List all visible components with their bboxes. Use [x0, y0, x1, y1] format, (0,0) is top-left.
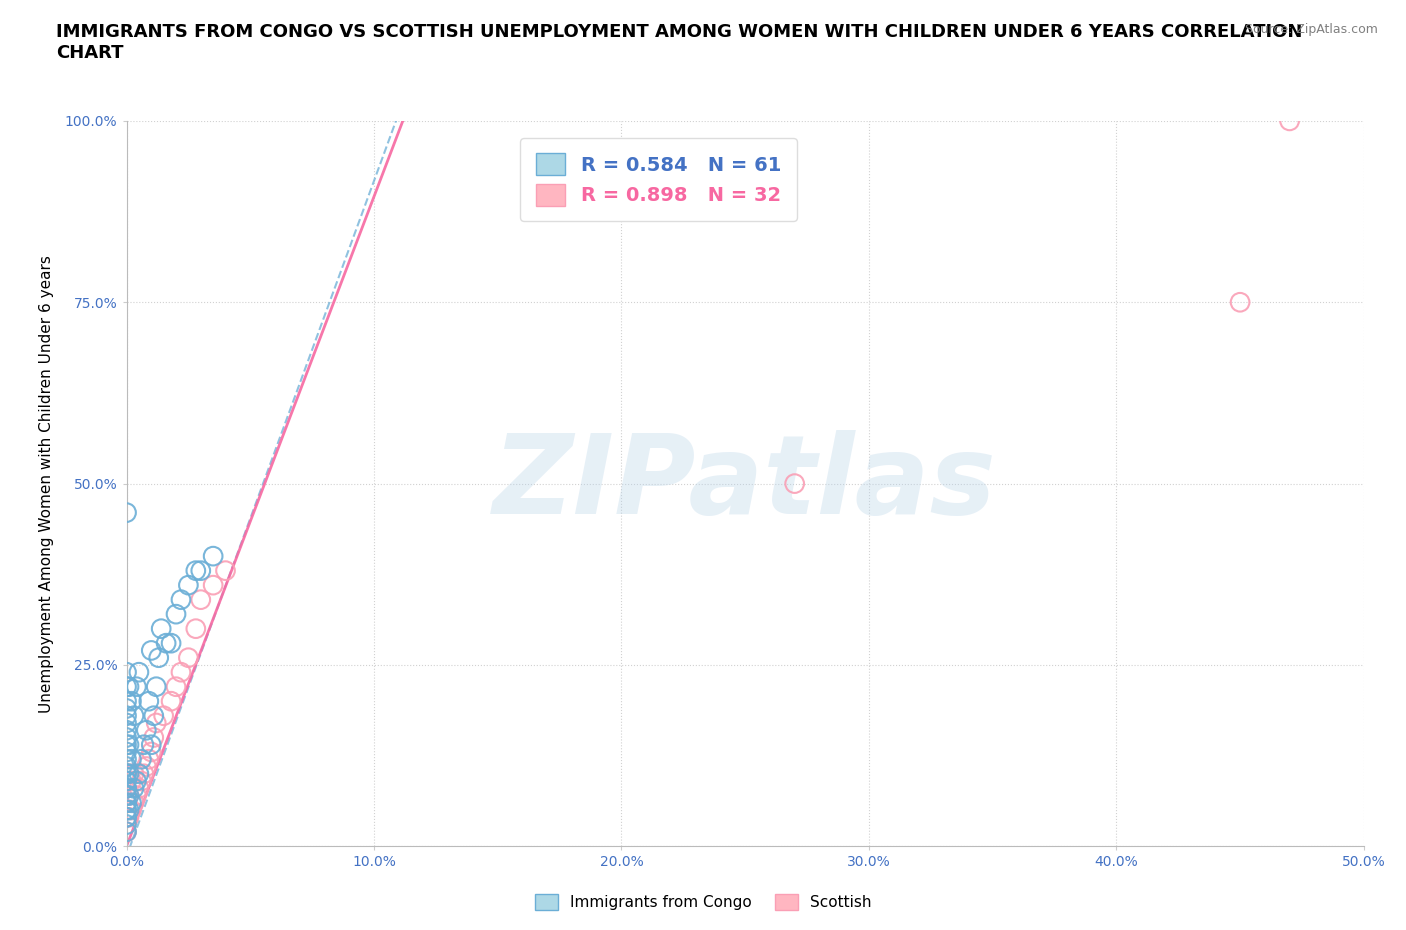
Point: [115, 810, 138, 825]
Point: [152, 709, 174, 724]
Point: [184, 621, 207, 636]
Point: [115, 709, 138, 724]
Point: [115, 817, 138, 832]
Point: [783, 476, 806, 491]
Legend: Immigrants from Congo, Scottish: Immigrants from Congo, Scottish: [527, 886, 879, 918]
Point: [145, 715, 167, 730]
Point: [115, 788, 138, 803]
Point: [118, 810, 141, 825]
Point: [214, 564, 236, 578]
Point: [170, 592, 193, 607]
Point: [115, 795, 138, 810]
Point: [135, 723, 157, 737]
Point: [115, 745, 138, 760]
Point: [115, 766, 138, 781]
Point: [170, 665, 193, 680]
Point: [121, 795, 143, 810]
Point: [141, 643, 163, 658]
Point: [165, 679, 187, 694]
Point: [145, 679, 167, 694]
Point: [115, 701, 138, 716]
Point: [165, 606, 187, 621]
Point: [115, 723, 138, 737]
Point: [121, 774, 143, 789]
Point: [118, 737, 141, 752]
Point: [141, 737, 163, 752]
Point: [131, 774, 153, 789]
Point: [115, 803, 138, 817]
Point: [115, 766, 138, 781]
Point: [128, 766, 150, 781]
Point: [184, 564, 207, 578]
Point: [115, 781, 138, 796]
Text: ZIPatlas: ZIPatlas: [494, 430, 997, 538]
Point: [1229, 295, 1251, 310]
Point: [115, 810, 138, 825]
Point: [115, 795, 138, 810]
Point: [132, 737, 155, 752]
Point: [121, 803, 143, 817]
Point: [115, 774, 138, 789]
Text: IMMIGRANTS FROM CONGO VS SCOTTISH UNEMPLOYMENT AMONG WOMEN WITH CHILDREN UNDER 6: IMMIGRANTS FROM CONGO VS SCOTTISH UNEMPL…: [56, 23, 1302, 62]
Point: [128, 781, 150, 796]
Point: [135, 759, 157, 774]
Point: [115, 505, 138, 520]
Point: [115, 824, 138, 839]
Point: [115, 824, 138, 839]
Point: [122, 781, 145, 796]
Point: [115, 737, 138, 752]
Point: [131, 751, 153, 766]
Point: [122, 766, 145, 781]
Point: [115, 759, 138, 774]
Point: [115, 803, 138, 817]
Point: [142, 730, 165, 745]
Point: [138, 694, 160, 709]
Point: [122, 709, 145, 724]
Legend: R = 0.584   N = 61, R = 0.898   N = 32: R = 0.584 N = 61, R = 0.898 N = 32: [520, 138, 797, 221]
Point: [177, 650, 200, 665]
Point: [118, 788, 141, 803]
Text: Source: ZipAtlas.com: Source: ZipAtlas.com: [1244, 23, 1378, 36]
Point: [118, 803, 141, 817]
Point: [118, 766, 141, 781]
Point: [122, 795, 145, 810]
Point: [128, 665, 150, 680]
Point: [150, 621, 173, 636]
Point: [148, 650, 170, 665]
Point: [202, 549, 225, 564]
Point: [125, 679, 148, 694]
Point: [121, 694, 143, 709]
Point: [141, 745, 163, 760]
Point: [115, 781, 138, 796]
Point: [142, 709, 165, 724]
Point: [115, 810, 138, 825]
Point: [115, 774, 138, 789]
Point: [115, 665, 138, 680]
Point: [160, 636, 183, 651]
Point: [115, 694, 138, 709]
Point: [138, 751, 160, 766]
Point: [118, 766, 141, 781]
Point: [115, 795, 138, 810]
Point: [115, 730, 138, 745]
Point: [132, 766, 155, 781]
Point: [118, 788, 141, 803]
Point: [177, 578, 200, 592]
Point: [115, 679, 138, 694]
Point: [202, 578, 225, 592]
Point: [190, 592, 212, 607]
Point: [190, 564, 212, 578]
Point: [125, 774, 148, 789]
Point: [1278, 113, 1301, 128]
Point: [115, 781, 138, 796]
Point: [121, 751, 143, 766]
Point: [155, 636, 177, 651]
Point: [115, 788, 138, 803]
Point: [160, 694, 183, 709]
Point: [115, 715, 138, 730]
Point: [115, 751, 138, 766]
Point: [125, 788, 148, 803]
Point: [118, 679, 141, 694]
Y-axis label: Unemployment Among Women with Children Under 6 years: Unemployment Among Women with Children U…: [39, 255, 53, 712]
